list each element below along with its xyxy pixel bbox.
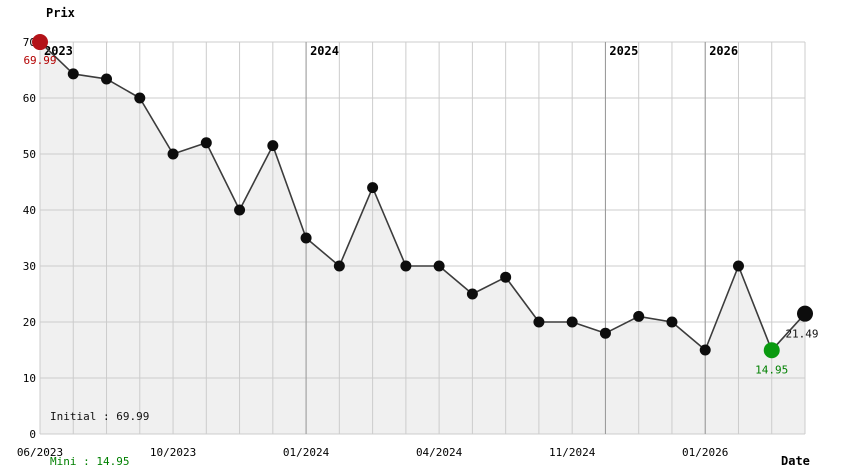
data-point xyxy=(699,344,711,356)
y-tick-label: 10 xyxy=(23,372,36,385)
current-price-point xyxy=(797,305,813,322)
data-point xyxy=(566,316,578,328)
data-point xyxy=(101,73,113,85)
data-point xyxy=(167,148,179,160)
price-annotation: 69.99 xyxy=(23,54,56,67)
x-tick-label: 10/2023 xyxy=(150,446,196,459)
data-point xyxy=(300,232,312,244)
y-tick-label: 20 xyxy=(23,316,36,329)
initial-max-price-point xyxy=(32,34,48,51)
data-point xyxy=(367,182,379,194)
data-point xyxy=(267,140,279,152)
price-annotation: 21.49 xyxy=(785,328,818,341)
price-annotation: 14.95 xyxy=(755,363,788,376)
y-tick-label: 60 xyxy=(23,92,36,105)
x-axis-title: Date xyxy=(781,454,810,468)
y-axis-title: Prix xyxy=(46,6,75,20)
price-line xyxy=(39,41,806,352)
x-tick-label: 04/2024 xyxy=(416,446,463,459)
x-tick-label: 01/2026 xyxy=(682,446,728,459)
year-label: 2026 xyxy=(709,44,738,58)
data-point xyxy=(500,271,512,283)
x-tick-label: 06/2023 xyxy=(17,446,63,459)
x-tick-label: 01/2024 xyxy=(283,446,330,459)
year-label: 2023 xyxy=(44,44,73,58)
x-tick-label: 11/2024 xyxy=(549,446,596,459)
minimum-price-point xyxy=(763,342,780,359)
legend-initial-price: Initial : 69.99 xyxy=(50,410,150,423)
data-point xyxy=(200,137,212,149)
y-tick-label: 30 xyxy=(23,260,36,273)
data-point xyxy=(67,68,79,80)
data-point xyxy=(433,260,445,272)
year-label: 2025 xyxy=(609,44,638,58)
data-point xyxy=(533,316,545,328)
data-point xyxy=(134,92,146,104)
y-tick-label: 50 xyxy=(23,148,36,161)
data-point xyxy=(732,260,744,272)
data-point xyxy=(400,260,412,272)
data-point xyxy=(599,327,611,339)
data-point xyxy=(234,204,246,216)
y-tick-label: 0 xyxy=(29,428,36,441)
legend-minimum-price: Mini : 14.95 xyxy=(50,455,130,468)
y-tick-label: 40 xyxy=(23,204,36,217)
data-point xyxy=(666,316,678,328)
year-label: 2024 xyxy=(310,44,339,58)
data-point xyxy=(466,288,478,300)
data-point xyxy=(333,260,345,272)
price-summary-legend: Initial : 69.99 Mini : 14.95 Max : 69.99… xyxy=(50,379,149,474)
area-fill xyxy=(40,42,805,434)
data-point xyxy=(633,310,645,322)
